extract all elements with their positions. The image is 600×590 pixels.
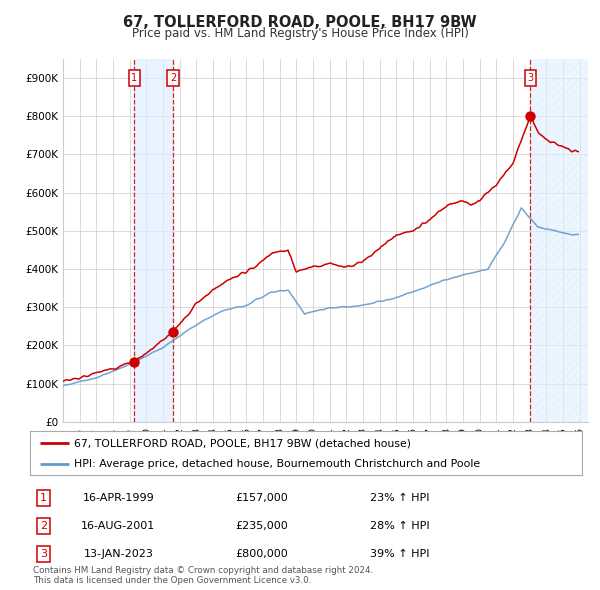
Text: 13-JAN-2023: 13-JAN-2023 bbox=[83, 549, 153, 559]
Text: £157,000: £157,000 bbox=[235, 493, 288, 503]
Text: 1: 1 bbox=[131, 73, 137, 83]
Text: 67, TOLLERFORD ROAD, POOLE, BH17 9BW: 67, TOLLERFORD ROAD, POOLE, BH17 9BW bbox=[123, 15, 477, 30]
Text: 16-AUG-2001: 16-AUG-2001 bbox=[81, 521, 155, 530]
Text: 39% ↑ HPI: 39% ↑ HPI bbox=[370, 549, 430, 559]
Text: £800,000: £800,000 bbox=[235, 549, 288, 559]
Text: £235,000: £235,000 bbox=[235, 521, 288, 530]
Text: 67, TOLLERFORD ROAD, POOLE, BH17 9BW (detached house): 67, TOLLERFORD ROAD, POOLE, BH17 9BW (de… bbox=[74, 438, 411, 448]
Text: 16-APR-1999: 16-APR-1999 bbox=[82, 493, 154, 503]
Text: 3: 3 bbox=[40, 549, 47, 559]
Text: Contains HM Land Registry data © Crown copyright and database right 2024.
This d: Contains HM Land Registry data © Crown c… bbox=[33, 566, 373, 585]
Text: 23% ↑ HPI: 23% ↑ HPI bbox=[370, 493, 430, 503]
Text: HPI: Average price, detached house, Bournemouth Christchurch and Poole: HPI: Average price, detached house, Bour… bbox=[74, 459, 480, 469]
Text: 2: 2 bbox=[170, 73, 176, 83]
Text: 28% ↑ HPI: 28% ↑ HPI bbox=[370, 521, 430, 530]
Bar bbox=[134, 59, 173, 422]
Text: 3: 3 bbox=[527, 73, 533, 83]
Text: 2: 2 bbox=[40, 521, 47, 530]
Text: 1: 1 bbox=[40, 493, 47, 503]
Text: Price paid vs. HM Land Registry's House Price Index (HPI): Price paid vs. HM Land Registry's House … bbox=[131, 27, 469, 40]
Bar bbox=[530, 59, 588, 422]
